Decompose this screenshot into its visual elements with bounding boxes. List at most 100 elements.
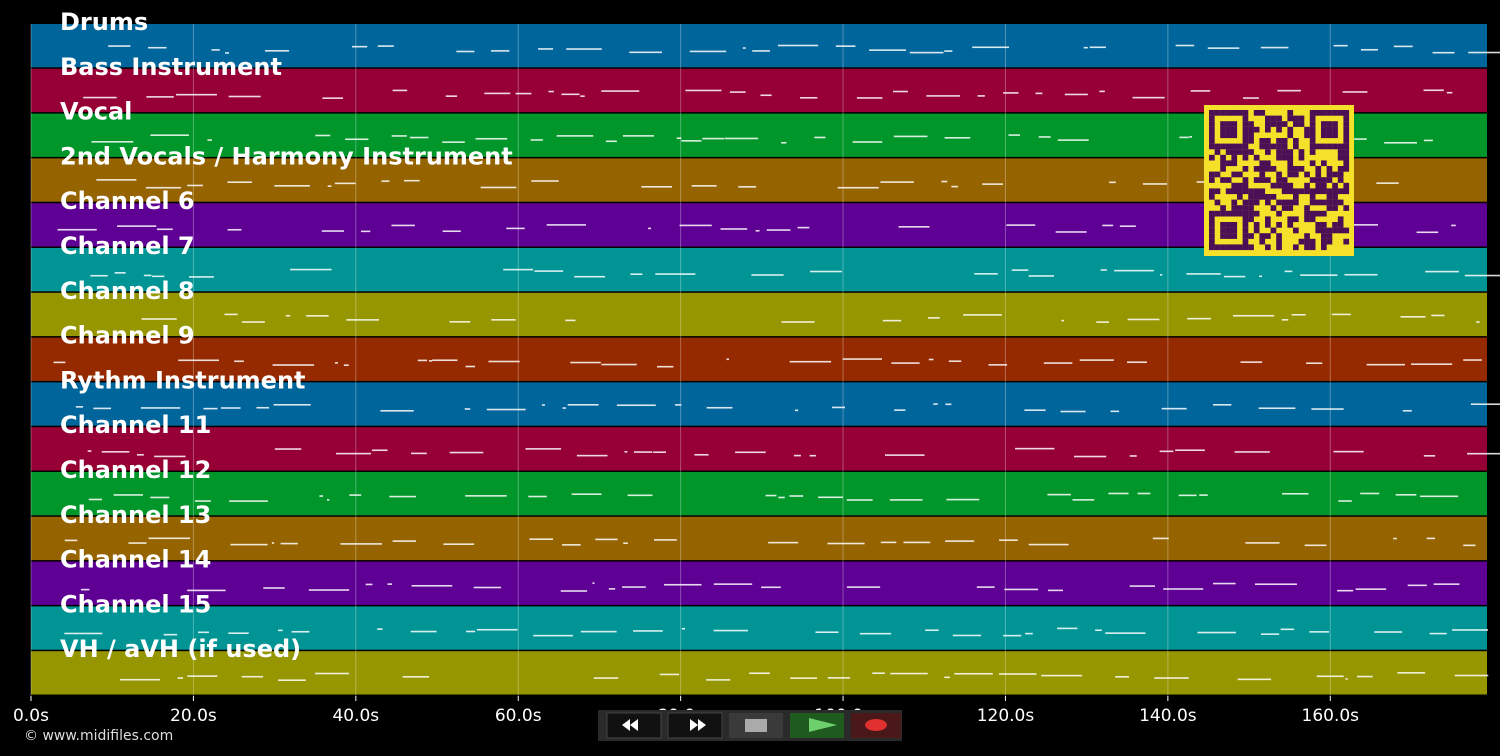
qr-module: [1332, 110, 1338, 116]
qr-module: [1270, 121, 1277, 127]
qr-module: [1242, 238, 1249, 245]
qr-module: [1287, 182, 1294, 189]
qr-module: [1270, 205, 1277, 211]
qr-module: [1259, 233, 1266, 239]
note: [531, 180, 559, 182]
qr-module: [1265, 160, 1271, 167]
qr-module: [1259, 138, 1266, 144]
qr-module: [1265, 216, 1271, 223]
qr-module: [1281, 143, 1288, 150]
track-lane: [31, 561, 1487, 605]
note: [308, 589, 350, 591]
qr-module: [1321, 143, 1327, 150]
qr-module: [1321, 182, 1327, 189]
qr-module: [1293, 244, 1299, 251]
qr-module: [1209, 188, 1215, 195]
note: [766, 229, 791, 231]
qr-module: [1298, 121, 1305, 127]
qr-module: [1259, 110, 1266, 116]
note: [229, 500, 268, 502]
note: [365, 583, 373, 586]
note: [148, 46, 167, 49]
qr-module: [1242, 210, 1249, 217]
qr-module: [1265, 244, 1271, 251]
qr-module: [1253, 199, 1260, 206]
note: [141, 318, 177, 320]
qr-module: [1304, 188, 1310, 195]
note: [456, 50, 475, 53]
note: [1374, 631, 1403, 633]
track-label: Rythm Instrument: [60, 366, 306, 394]
note: [117, 225, 157, 227]
note: [187, 589, 226, 592]
note: [1175, 44, 1195, 47]
note: [898, 226, 930, 228]
qr-module: [1265, 115, 1271, 122]
note: [713, 583, 753, 585]
qr-module: [1225, 132, 1232, 139]
track-label: Channel 8: [60, 277, 195, 305]
note: [1351, 138, 1367, 140]
play-button[interactable]: [790, 713, 844, 738]
note: [1254, 583, 1297, 586]
qr-module: [1332, 121, 1338, 127]
qr-module: [1315, 199, 1322, 206]
qr-module: [1287, 216, 1294, 223]
note: [1028, 543, 1069, 546]
note: [1384, 141, 1418, 144]
note: [241, 321, 265, 323]
qr-module: [1309, 238, 1316, 245]
qr-module: [1220, 132, 1226, 139]
note: [387, 583, 393, 585]
note: [1452, 629, 1488, 631]
forward-button[interactable]: [667, 712, 723, 739]
note: [963, 314, 1002, 316]
qr-module: [1259, 171, 1266, 178]
note: [1277, 89, 1301, 92]
rewind-button[interactable]: [606, 712, 662, 739]
qr-module: [1315, 177, 1322, 183]
note: [1423, 455, 1436, 457]
qr-module: [1242, 188, 1249, 195]
note: [948, 360, 962, 363]
qr-module: [1225, 233, 1232, 239]
stop-button[interactable]: [729, 713, 783, 738]
note: [163, 633, 178, 636]
note: [128, 542, 147, 544]
qr-module: [1287, 222, 1294, 228]
note: [1233, 314, 1275, 317]
note: [1366, 363, 1405, 366]
qr-module: [1298, 115, 1305, 122]
qr-module: [1231, 110, 1238, 116]
note: [326, 499, 330, 501]
note: [1338, 500, 1352, 502]
note: [391, 224, 415, 227]
note: [1038, 136, 1051, 138]
note: [1337, 589, 1354, 592]
note: [377, 45, 394, 47]
note: [1419, 495, 1459, 498]
qr-module: [1276, 222, 1282, 228]
qr-module: [1315, 188, 1322, 195]
qr-module: [1309, 121, 1316, 127]
note: [96, 179, 137, 181]
qr-module: [1326, 227, 1333, 234]
qr-module: [1281, 138, 1288, 144]
note: [322, 97, 344, 99]
qr-module: [1332, 126, 1338, 133]
note: [827, 677, 851, 679]
note: [691, 185, 717, 187]
record-button[interactable]: [851, 713, 901, 738]
note: [150, 496, 170, 499]
track-lane: [31, 427, 1487, 471]
note: [1137, 492, 1151, 495]
qr-module: [1225, 222, 1232, 228]
note: [1331, 313, 1351, 316]
note: [1470, 403, 1500, 406]
note: [1393, 45, 1413, 48]
note: [53, 361, 66, 364]
note: [562, 407, 566, 409]
qr-module: [1209, 238, 1215, 245]
note: [1284, 270, 1293, 273]
qr-module: [1332, 132, 1338, 139]
